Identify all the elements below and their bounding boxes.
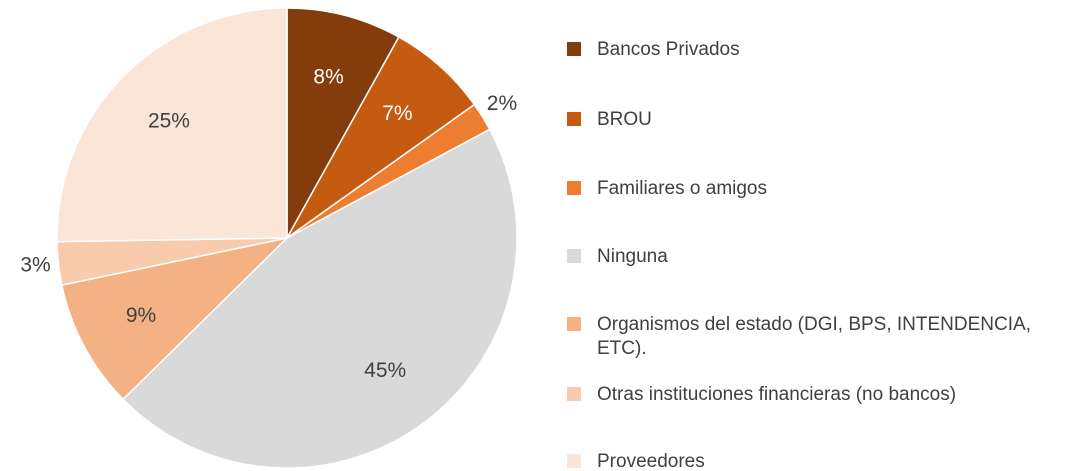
legend-item: Bancos Privados	[567, 38, 1037, 62]
pie-slice	[56, 7, 288, 243]
data-label: 25%	[148, 109, 190, 132]
legend-item: Familiares o amigos	[567, 177, 1037, 201]
legend-item: Organismos del estado (DGI, BPS, INTENDE…	[567, 313, 1037, 361]
legend-label: Otras instituciones financieras (no banc…	[597, 384, 957, 405]
data-label: 3%	[20, 254, 50, 277]
legend-swatch	[567, 249, 581, 263]
legend-item: Otras instituciones financieras (no banc…	[567, 383, 1037, 407]
legend-label: BROU	[597, 109, 652, 130]
data-label: 45%	[364, 359, 406, 382]
legend-label: Ninguna	[597, 246, 668, 267]
pie-slice	[286, 7, 400, 241]
legend-swatch	[567, 112, 581, 126]
data-label: 7%	[382, 102, 412, 125]
legend-swatch	[567, 454, 581, 468]
legend-swatch	[567, 317, 581, 331]
legend-label: Bancos Privados	[597, 39, 740, 60]
pie-slice	[60, 236, 290, 401]
pie-slice	[286, 35, 476, 239]
data-label: 9%	[126, 304, 156, 327]
pie: 8% 7% 2% 45% 9% 3% 25%	[20, 7, 518, 469]
pie-slice	[122, 128, 518, 469]
legend-label: Familiares o amigos	[597, 178, 767, 199]
legend-swatch	[567, 387, 581, 401]
legend-item: BROU	[567, 108, 1037, 132]
legend-swatch	[567, 181, 581, 195]
legend-item: Proveedores	[567, 450, 1037, 471]
data-label: 2%	[487, 92, 517, 115]
legend-label: Organismos del estado (DGI, BPS, INTENDE…	[597, 314, 1031, 359]
legend-label: Proveedores	[597, 451, 705, 471]
data-label: 8%	[313, 65, 343, 88]
legend-item: Ninguna	[567, 245, 1037, 269]
legend-swatch	[567, 42, 581, 56]
